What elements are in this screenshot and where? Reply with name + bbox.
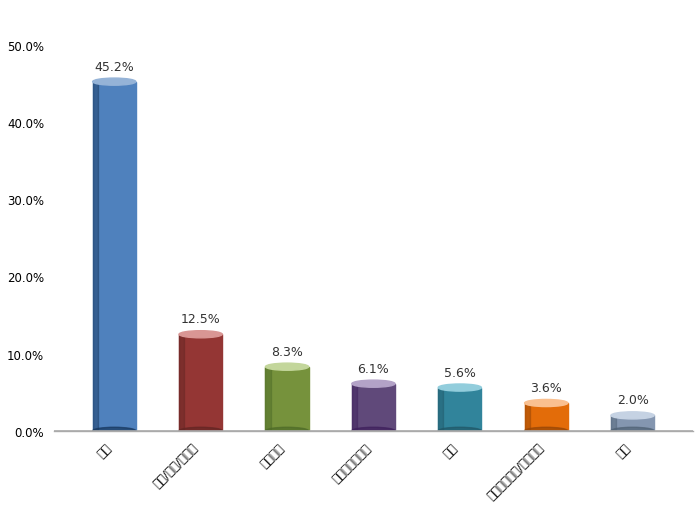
- Bar: [352, 384, 357, 431]
- Bar: [92, 82, 136, 431]
- Bar: [179, 334, 222, 431]
- Text: 2.0%: 2.0%: [617, 393, 648, 407]
- Ellipse shape: [92, 79, 136, 86]
- Ellipse shape: [524, 400, 568, 407]
- Ellipse shape: [611, 428, 655, 435]
- Ellipse shape: [265, 363, 309, 371]
- Bar: [92, 82, 98, 431]
- Bar: [524, 403, 530, 431]
- Bar: [352, 384, 395, 431]
- Text: 45.2%: 45.2%: [94, 61, 134, 73]
- Bar: [524, 403, 568, 431]
- Ellipse shape: [352, 380, 395, 387]
- Text: 5.6%: 5.6%: [444, 366, 476, 379]
- Text: 12.5%: 12.5%: [181, 313, 220, 326]
- Bar: [611, 415, 616, 431]
- Bar: [265, 367, 271, 431]
- Ellipse shape: [179, 331, 222, 338]
- Ellipse shape: [438, 428, 482, 435]
- Bar: [265, 367, 309, 431]
- Ellipse shape: [611, 412, 655, 419]
- Bar: [611, 415, 655, 431]
- Ellipse shape: [524, 428, 568, 435]
- Text: 3.6%: 3.6%: [531, 381, 562, 394]
- Ellipse shape: [438, 384, 482, 391]
- Ellipse shape: [92, 428, 136, 435]
- Bar: [179, 334, 184, 431]
- Ellipse shape: [179, 428, 222, 435]
- Ellipse shape: [265, 428, 309, 435]
- Ellipse shape: [352, 428, 395, 435]
- Text: 6.1%: 6.1%: [358, 362, 389, 375]
- Text: 8.3%: 8.3%: [271, 345, 303, 358]
- Bar: [438, 388, 482, 431]
- Bar: [438, 388, 443, 431]
